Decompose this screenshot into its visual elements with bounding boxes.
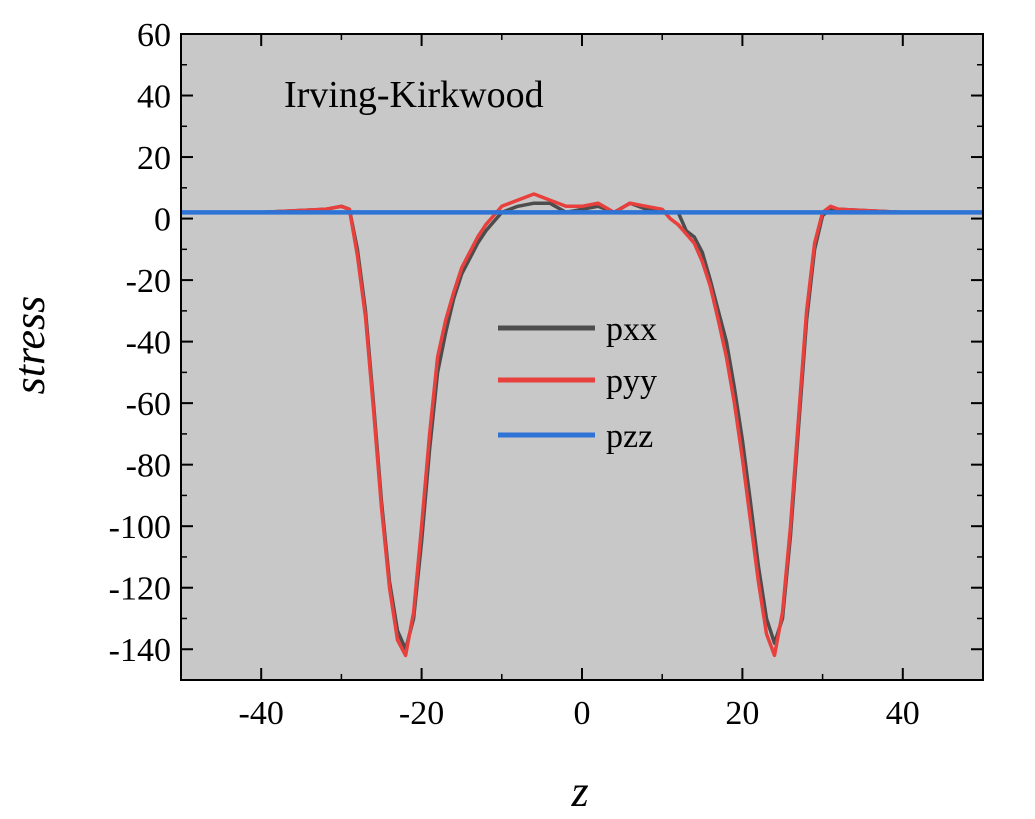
ticks-layer: -40 -20 0 20 40 60 40 20 0 -20 -40 -60 -80 -100 -120 -1… [109, 17, 984, 732]
y-tick-label: -100 [109, 509, 171, 546]
x-axis-title: z [570, 767, 588, 816]
legend-label-pxx: pxx [606, 311, 657, 348]
watermark: 知乎 @寡然分子模拟 [766, 762, 1008, 792]
x-tick-label: -40 [239, 695, 284, 732]
y-tick-label: -40 [126, 325, 171, 362]
x-tick-label: 40 [886, 695, 920, 732]
y-tick-label: -60 [126, 386, 171, 423]
legend: pxx pyy pzz [498, 311, 657, 455]
series-layer [181, 192, 983, 658]
x-tick-label: -20 [399, 695, 444, 732]
y-axis-title: stress [5, 296, 54, 395]
series-line-pyy [181, 192, 983, 658]
x-tick-label: 0 [574, 695, 591, 732]
y-tick-label: -80 [126, 448, 171, 485]
y-tick-label: 40 [137, 79, 171, 116]
y-tick-label: 20 [137, 140, 171, 177]
y-tick-label: 0 [154, 202, 171, 239]
y-tick-label: -140 [109, 632, 171, 669]
legend-label-pyy: pyy [606, 363, 657, 400]
y-tick-label: 60 [137, 17, 171, 54]
y-tick-label: -20 [126, 263, 171, 300]
x-tick-label: 20 [725, 695, 759, 732]
legend-label-pzz: pzz [606, 418, 653, 455]
plot-annotation: Irving-Kirkwood [284, 74, 544, 116]
y-tick-label: -120 [109, 571, 171, 608]
plot-area [181, 34, 983, 680]
